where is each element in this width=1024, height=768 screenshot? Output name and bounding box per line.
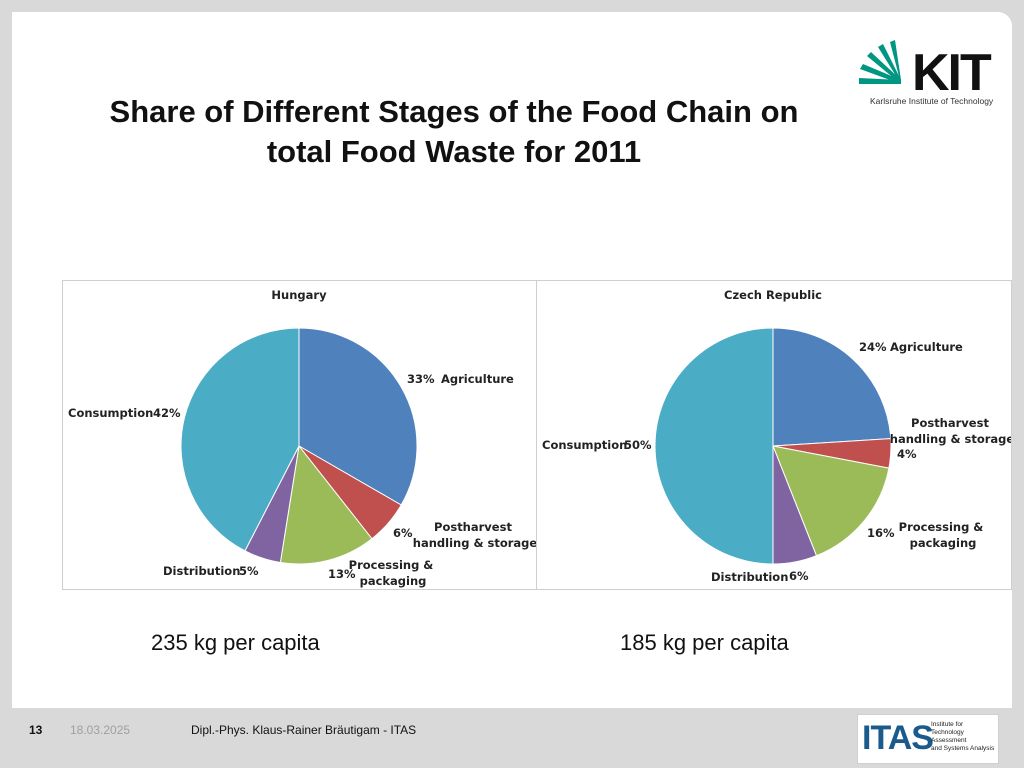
kit-logo-word: KIT bbox=[912, 44, 992, 102]
chart-divider bbox=[536, 281, 537, 589]
hungary-label-consumption: Consumption bbox=[68, 406, 153, 420]
hungary-value-distribution: 5% bbox=[239, 564, 259, 578]
czech-label-agriculture: Agriculture bbox=[890, 340, 963, 354]
hungary-chart-title: Hungary bbox=[271, 288, 327, 302]
czech-per-capita: 185 kg per capita bbox=[620, 630, 789, 655]
czech-value-postharvest: 4% bbox=[897, 447, 917, 461]
czech-chart-title: Czech Republic bbox=[724, 288, 822, 302]
itas-logo-word: ITAS bbox=[862, 719, 934, 757]
czech-value-agriculture: 24% bbox=[859, 340, 887, 354]
czech-slices bbox=[654, 327, 892, 565]
hungary-slice-consumption bbox=[180, 327, 300, 552]
hungary-label-postharvest: Postharvest handling & storage bbox=[413, 520, 536, 550]
czech-label-processing-1: Processing & bbox=[899, 520, 984, 534]
hungary-label-agriculture: Agriculture bbox=[441, 372, 514, 386]
slide: Share of Different Stages of the Food Ch… bbox=[12, 12, 1012, 708]
hungary-label-processing-2: packaging bbox=[360, 574, 427, 588]
footer-author: Dipl.-Phys. Klaus-Rainer Bräutigam - ITA… bbox=[191, 723, 417, 737]
hungary-label-processing-1: Processing & bbox=[349, 558, 434, 572]
itas-sub-line-1: Institute for bbox=[931, 721, 964, 728]
hungary-value-processing: 13% bbox=[328, 567, 356, 581]
czech-slice-processing bbox=[772, 445, 890, 557]
itas-logo-subtitle: Institute for Technology Assessment and … bbox=[931, 721, 997, 753]
charts-container: Hungary 33% Agriculture 6% Postharvest h… bbox=[62, 280, 1012, 590]
czech-label-distribution: Distribution bbox=[711, 570, 788, 584]
hungary-label-postharvest-2: handling & storage bbox=[413, 536, 536, 550]
czech-value-consumption: 50% bbox=[624, 438, 652, 452]
page-number: 13 bbox=[29, 723, 43, 737]
czech-label-postharvest: Postharvest handling & storage bbox=[890, 416, 1011, 446]
hungary-slice-processing bbox=[279, 444, 373, 565]
title-line-1: Share of Different Stages of the Food Ch… bbox=[109, 94, 799, 129]
hungary-value-consumption: 42% bbox=[153, 406, 181, 420]
czech-label-postharvest-2: handling & storage bbox=[890, 432, 1011, 446]
hungary-label-distribution: Distribution bbox=[163, 564, 240, 578]
czech-label-processing: Processing & packaging bbox=[899, 520, 988, 550]
czech-value-processing: 16% bbox=[867, 526, 895, 540]
footer-date: 18.03.2025 bbox=[70, 723, 131, 737]
czech-label-postharvest-1: Postharvest bbox=[911, 416, 989, 430]
kit-logo-icon bbox=[859, 40, 901, 84]
hungary-value-postharvest: 6% bbox=[393, 526, 413, 540]
hungary-slices bbox=[180, 327, 418, 565]
czech-value-distribution: 6% bbox=[789, 569, 809, 583]
itas-sub-line-2: Technology Assessment bbox=[931, 729, 967, 744]
czech-pie-chart: Czech Republic 24% Agriculture Postharve… bbox=[542, 288, 1011, 584]
hungary-value-agriculture: 33% bbox=[407, 372, 435, 386]
title-line-2: total Food Waste for 2011 bbox=[266, 134, 642, 169]
itas-logo: ITAS Institute for Technology Assessment… bbox=[857, 714, 999, 764]
czech-slice-consumption bbox=[654, 327, 774, 565]
hungary-label-processing: Processing & packaging bbox=[349, 558, 438, 588]
hungary-label-postharvest-1: Postharvest bbox=[434, 520, 512, 534]
hungary-pie-chart: Hungary 33% Agriculture 6% Postharvest h… bbox=[68, 288, 536, 588]
hungary-per-capita: 235 kg per capita bbox=[151, 630, 320, 655]
itas-sub-line-3: and Systems Analysis bbox=[931, 745, 995, 752]
czech-label-consumption: Consumption bbox=[542, 438, 627, 452]
czech-slice-agriculture bbox=[772, 327, 892, 447]
czech-label-processing-2: packaging bbox=[910, 536, 977, 550]
kit-logo-subtitle: Karlsruhe Institute of Technology bbox=[870, 96, 994, 106]
page-title: Share of Different Stages of the Food Ch… bbox=[64, 92, 844, 172]
hungary-slice-agriculture bbox=[298, 327, 418, 506]
